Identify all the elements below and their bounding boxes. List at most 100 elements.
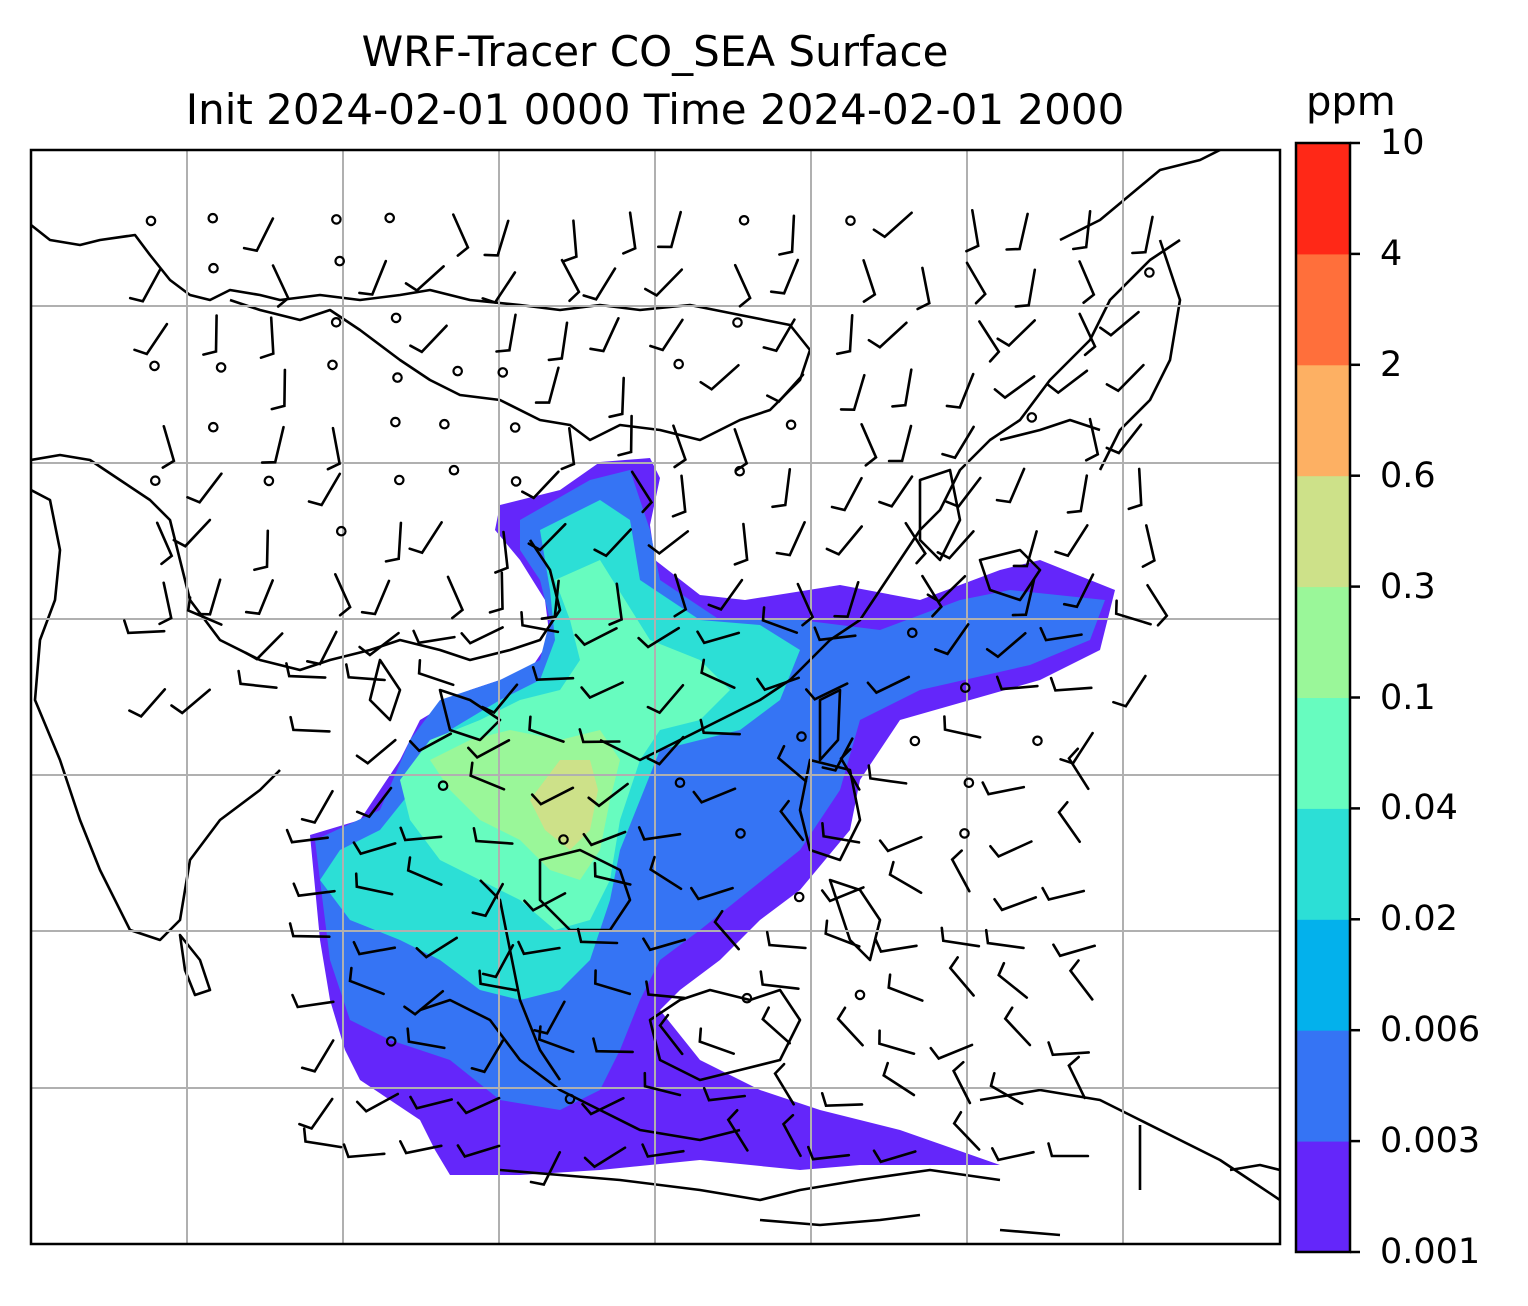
wind-barb [452,213,470,257]
wind-barb [839,373,866,412]
wind-barb [1054,524,1089,558]
wind-barb [540,579,560,620]
plume-level-6 [530,760,598,850]
calm-wind-circle [385,1036,397,1047]
wind-barb [481,683,519,715]
wind-barb [271,264,290,308]
wind-barb [761,1006,791,1045]
wind-barb [520,611,560,634]
wind-barb [637,626,680,649]
calm-wind-circle [734,465,745,477]
wind-barb [494,530,509,574]
wind-barb [537,1025,575,1054]
calm-wind-circle [331,214,342,225]
wind-barb [523,892,567,912]
colorbar-tick-label: 0.1 [1380,677,1436,718]
wind-barb [836,1006,864,1047]
colorbar-units: ppm [1306,79,1396,125]
calm-wind-circle [335,525,347,537]
wind-barb [488,571,504,614]
wind-barb [1066,474,1089,514]
wind-barb [672,424,687,469]
wind-barb [404,265,445,293]
wind-barb [940,926,981,948]
wind-barb [593,969,632,996]
wind-barb [1046,369,1089,395]
wind-barb [872,211,913,239]
wind-barb [483,219,510,257]
wind-barb [128,268,162,303]
calm-wind-circle [1032,735,1043,747]
wind-barb [796,582,815,627]
wind-barb [1105,363,1145,393]
wind-barb [470,1039,504,1074]
wind-barb [342,1143,386,1159]
wind-barb [358,259,388,296]
calm-wind-circle [906,627,918,639]
wind-barb [981,781,1026,796]
calm-wind-circle [959,682,971,693]
calm-wind-circle [564,1093,576,1105]
calm-wind-circle [215,362,227,373]
wind-barb [699,718,741,736]
wind-barb [766,373,805,404]
wind-barb [945,476,982,509]
wind-barb [1047,1041,1090,1057]
wind-barb [821,737,854,772]
wind-barb [830,476,863,512]
wind-barb [839,747,861,791]
wind-barb [1049,676,1093,692]
wind-barb [775,521,806,557]
calm-wind-circle [510,476,522,487]
wind-barb [300,1039,335,1073]
calm-wind-circle [741,992,753,1004]
wind-barb [813,626,857,642]
wind-barb [1084,417,1100,462]
wind-barb [713,909,740,951]
tracer-plume [310,458,1115,1175]
wind-barb [700,658,736,689]
colorbar [1294,141,1360,1254]
wind-barb [1099,310,1140,337]
calm-wind-circle [390,416,401,428]
wind-barb [950,849,971,893]
wind-barb [887,973,924,1002]
wind-barb [186,472,223,504]
wind-barb [530,786,575,806]
wind-barb [259,316,275,359]
calm-wind-circle [145,215,157,227]
wind-barb [867,321,908,349]
wind-barb [456,1096,501,1115]
wind-barb [647,530,690,556]
wind-barb [355,1092,400,1113]
calm-wind-circle [509,422,521,433]
wind-barb [582,830,627,847]
wind-barb [993,375,1036,400]
wind-barb [195,578,222,616]
wind-barb [622,211,637,255]
wind-barb [300,789,334,825]
wind-barb [921,574,943,618]
wind-barb [306,630,338,666]
wind-barb [690,886,734,901]
wind-barb [989,840,1033,858]
wind-barbs [123,209,1169,1186]
wind-barb [989,1072,1024,1106]
wind-barb [645,980,686,1000]
wind-barb [1131,215,1154,255]
wind-barb [291,993,335,1009]
calm-wind-circle [390,312,402,324]
wind-barb [773,1062,795,1106]
calm-wind-circle [327,359,338,371]
wind-barb [583,1146,627,1169]
wind-barb [399,1140,443,1155]
calm-wind-circle [208,262,219,274]
wind-barb [1014,268,1037,308]
wind-barb [471,882,504,918]
wind-barb [467,739,511,760]
wind-barb [646,735,685,766]
wind-barb [965,261,987,305]
wind-barb [406,856,443,886]
wind-barb [978,320,1001,363]
wind-barb [172,518,212,548]
